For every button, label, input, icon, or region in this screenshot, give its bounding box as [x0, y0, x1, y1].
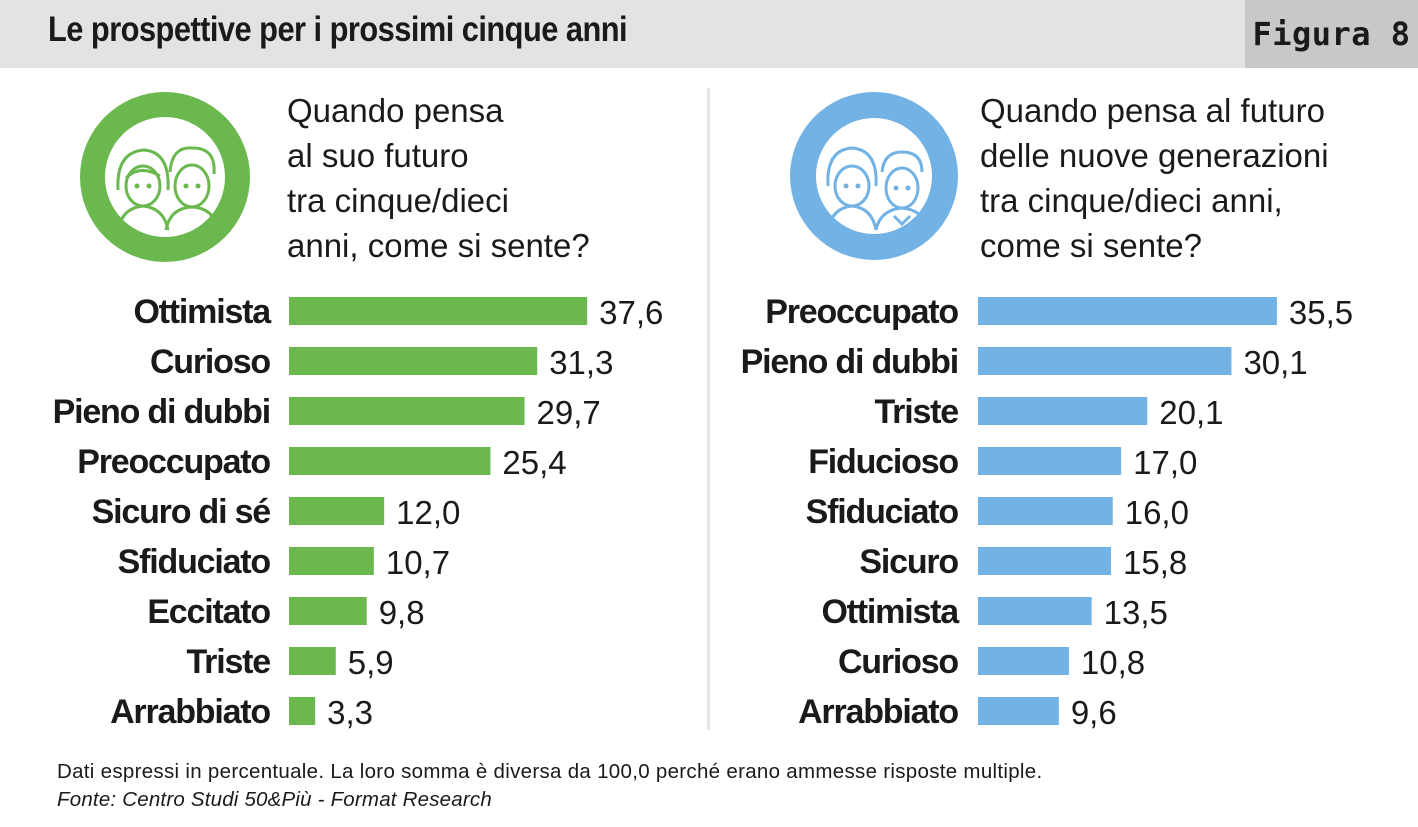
value-label: 9,6 [1071, 694, 1117, 731]
over-64-question: Quando pensa al futuro delle nuove gener… [980, 88, 1329, 268]
footer-note: Dati espressi in percentuale. La loro so… [57, 760, 1043, 783]
question-line: anni, come si sente? [287, 227, 590, 264]
category-label: Sfiduciato [806, 493, 959, 531]
value-label: 31,3 [549, 344, 613, 381]
category-label: Triste [874, 393, 958, 431]
value-label: 15,8 [1123, 544, 1187, 581]
bar [289, 647, 336, 675]
bar [978, 597, 1092, 625]
bar [978, 497, 1113, 525]
category-label: Pieno di dubbi [741, 343, 958, 381]
value-label: 37,6 [599, 294, 663, 331]
bar [289, 447, 491, 475]
category-label: Preoccupato [77, 443, 270, 481]
value-label: 5,9 [348, 644, 394, 681]
bar [289, 697, 316, 725]
value-label: 9,8 [379, 594, 425, 631]
question-line: Quando pensa al futuro [980, 92, 1325, 129]
question-line: delle nuove generazioni [980, 137, 1329, 174]
bar [978, 297, 1277, 325]
category-label: Curioso [150, 343, 270, 381]
value-label: 12,0 [396, 494, 460, 531]
bar [978, 697, 1059, 725]
value-label: 20,1 [1159, 394, 1223, 431]
bar [978, 547, 1112, 575]
category-label: Ottimista [133, 293, 272, 331]
category-label: Arrabbiato [798, 693, 958, 731]
header-bar: Le prospettive per i prossimi cinque ann… [0, 0, 1418, 68]
panel-under-30: UNDER 30 Quando pensa al suo futuro tra … [0, 68, 705, 738]
question-line: tra cinque/dieci [287, 182, 509, 219]
under-30-question: Quando pensa al suo futuro tra cinque/di… [287, 88, 590, 268]
over-64-badge-icon: OVER 64 [790, 92, 958, 260]
bar [289, 397, 525, 425]
bar [978, 397, 1148, 425]
category-label: Curioso [838, 643, 958, 681]
category-label: Preoccupato [765, 293, 958, 331]
bar [978, 347, 1232, 375]
value-label: 16,0 [1125, 494, 1189, 531]
under-30-badge-icon: UNDER 30 [80, 92, 250, 262]
value-label: 29,7 [537, 394, 601, 431]
bar [289, 297, 588, 325]
category-label: Sfiduciato [118, 543, 271, 581]
question-line: al suo futuro [287, 137, 469, 174]
value-label: 13,5 [1104, 594, 1168, 631]
value-label: 35,5 [1289, 294, 1353, 331]
footer-source: Fonte: Centro Studi 50&Più - Format Rese… [57, 788, 492, 811]
bar [289, 597, 367, 625]
value-label: 10,8 [1081, 644, 1145, 681]
category-label: Eccitato [147, 593, 270, 631]
bar [289, 347, 538, 375]
category-label: Fiducioso [808, 443, 958, 481]
value-label: 3,3 [327, 694, 373, 731]
bar [978, 447, 1122, 475]
panel-divider [707, 88, 710, 730]
category-label: Arrabbiato [110, 693, 270, 731]
bar [289, 547, 374, 575]
category-label: Sicuro di sé [92, 493, 271, 531]
value-label: 30,1 [1243, 344, 1307, 381]
value-label: 10,7 [386, 544, 450, 581]
over-64-bar-chart: Preoccupato 35,5 Pieno di dubbi 30,1 Triste 2… [741, 293, 1354, 731]
page-title: Le prospettive per i prossimi cinque ann… [48, 10, 628, 49]
panel-over-64: OVER 64 Quando pensa al futuro delle nuo… [710, 68, 1418, 738]
question-line: Quando pensa [287, 92, 504, 129]
category-label: Sicuro [859, 543, 958, 581]
bar [978, 647, 1069, 675]
figure-label: Figura 8 [1245, 0, 1418, 68]
under-30-bar-chart: Ottimista 37,6 Curioso 31,3 Pieno di dubbi 29… [53, 293, 664, 731]
category-label: Triste [186, 643, 270, 681]
category-label: Ottimista [821, 593, 960, 631]
value-label: 17,0 [1133, 444, 1197, 481]
question-line: come si sente? [980, 227, 1202, 264]
question-line: tra cinque/dieci anni, [980, 182, 1283, 219]
value-label: 25,4 [502, 444, 566, 481]
bar [289, 497, 385, 525]
category-label: Pieno di dubbi [53, 393, 270, 431]
